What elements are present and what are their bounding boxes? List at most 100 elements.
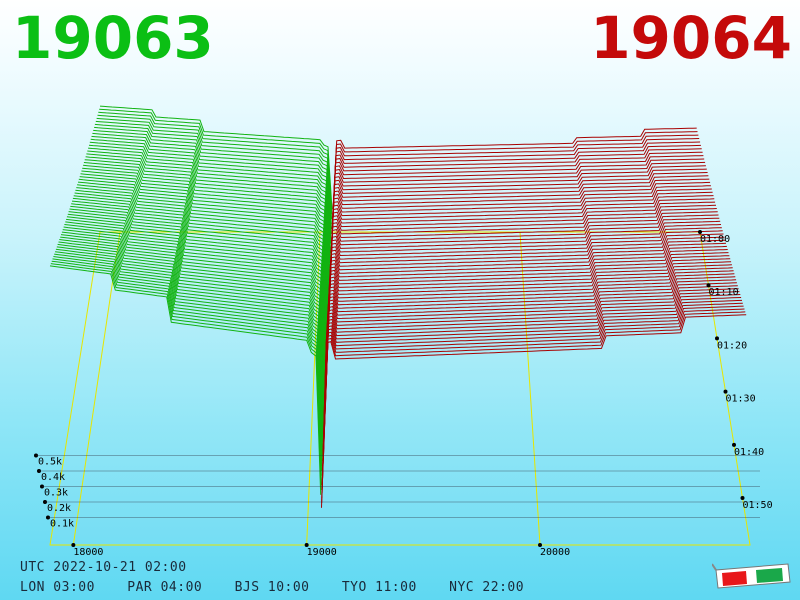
ask-depth-line xyxy=(321,299,743,484)
x-tick-label: 20000 xyxy=(540,547,570,558)
ask-depth-line xyxy=(322,297,742,479)
ask-depth-line xyxy=(329,175,709,286)
bid-depth-line xyxy=(88,147,330,278)
bid-depth-line xyxy=(70,205,326,380)
bid-depth-line xyxy=(95,120,332,234)
ask-depth-line xyxy=(326,233,724,375)
bid-depth-line xyxy=(97,114,332,225)
ask-depth-line xyxy=(321,314,747,508)
bid-depth-line xyxy=(83,164,329,308)
ask-depth-line xyxy=(330,165,706,271)
ask-depth-line xyxy=(331,144,701,241)
ask-depth-line xyxy=(328,191,713,311)
ask-depth-line xyxy=(327,208,717,336)
bid-depth-line xyxy=(90,138,331,264)
bid-depth-line xyxy=(57,243,323,452)
ask-depth-line xyxy=(327,211,718,340)
bid-depth-line xyxy=(62,229,324,424)
bid-depth-line xyxy=(82,167,329,312)
ask-depth-line xyxy=(325,249,728,400)
bid-depth-line xyxy=(59,239,324,443)
time-tick-label: 01:00 xyxy=(700,234,730,245)
ask-depth-line xyxy=(325,236,725,380)
bid-depth-line xyxy=(63,226,325,419)
ask-depth-line xyxy=(326,230,723,370)
bid-depth-line xyxy=(69,208,326,385)
bid-series xyxy=(49,105,333,495)
ask-depth-line xyxy=(328,201,716,326)
bid-depth-line xyxy=(79,176,328,327)
bid-depth-line xyxy=(86,153,330,288)
ask-depth-line xyxy=(329,172,708,281)
ask-depth-line xyxy=(330,155,704,256)
ask-depth-line xyxy=(321,311,746,503)
bid-depth-line xyxy=(60,236,324,438)
bid-depth-line xyxy=(71,203,326,375)
ask-depth-line xyxy=(326,224,722,360)
ask-depth-line xyxy=(323,276,736,444)
bid-depth-line xyxy=(53,256,322,476)
ask-depth-line xyxy=(331,134,699,226)
bid-depth-line xyxy=(54,253,323,471)
ask-depth-line xyxy=(321,305,744,494)
time-tick-mark xyxy=(723,389,728,394)
ask-depth-line xyxy=(331,138,700,231)
time-tick-label: 01:30 xyxy=(726,394,756,405)
y-tick-label: 0.4k xyxy=(41,472,65,483)
ask-depth-line xyxy=(327,217,720,350)
bid-depth-line xyxy=(74,192,327,356)
ask-depth-line xyxy=(332,127,697,216)
x-tick-mark xyxy=(538,543,542,547)
ask-depth-line xyxy=(325,242,727,390)
y-tick-label: 0.5k xyxy=(38,457,62,468)
ask-depth-line xyxy=(326,227,722,365)
ask-price: 19064 xyxy=(590,4,792,72)
bid-depth-line xyxy=(75,189,327,351)
bid-depth-line xyxy=(65,221,325,409)
bid-depth-line xyxy=(51,260,322,486)
time-tick-label: 01:20 xyxy=(717,340,747,351)
bid-depth-line xyxy=(58,241,324,448)
ask-series xyxy=(321,127,747,508)
ask-depth-line xyxy=(331,141,701,236)
bid-depth-line xyxy=(99,108,333,215)
bid-depth-line xyxy=(94,123,332,239)
ask-depth-line xyxy=(323,282,737,454)
time-tick-label: 01:10 xyxy=(709,287,739,298)
time-tick-label: 01:50 xyxy=(743,500,773,511)
x-tick-mark xyxy=(304,543,309,547)
bid-depth-line xyxy=(67,213,326,395)
bid-depth-line xyxy=(61,231,324,428)
ask-depth-line xyxy=(330,161,706,266)
bid-depth-line xyxy=(66,216,325,399)
ask-depth-line xyxy=(322,291,740,469)
ask-depth-line xyxy=(329,178,710,291)
x-axis: 18000 19000 20000 xyxy=(71,543,570,558)
clock-newyork: NYC 22:00 xyxy=(449,580,525,595)
ask-depth-line xyxy=(330,158,705,261)
3d-glasses-icon[interactable] xyxy=(712,560,792,590)
depth-chart: 18000 19000 20000 0.1k 0.2k 0.3k 0.4k 0.5k 01:… xyxy=(34,105,773,558)
bid-depth-line xyxy=(56,246,323,457)
x-tick-label: 18000 xyxy=(73,547,103,558)
clock-tokyo: TYO 11:00 xyxy=(341,580,417,595)
time-axis: 01:00 01:10 01:20 01:30 01:40 01:50 xyxy=(698,230,773,511)
floor-gridline xyxy=(519,231,541,546)
bid-depth-line xyxy=(71,200,327,371)
ask-depth-line xyxy=(329,185,711,301)
ask-depth-line xyxy=(322,285,738,459)
ask-depth-line xyxy=(321,302,743,489)
bid-depth-line xyxy=(91,135,331,259)
bid-depth-line xyxy=(87,150,330,283)
bid-depth-line xyxy=(60,234,324,433)
bid-depth-line xyxy=(64,224,325,414)
ask-depth-line xyxy=(324,258,731,415)
ask-depth-line xyxy=(322,294,741,474)
floor-gridline xyxy=(72,231,121,546)
y-tick-label: 0.2k xyxy=(47,503,71,514)
ask-depth-line xyxy=(328,198,715,321)
x-tick-label: 19000 xyxy=(307,547,337,558)
ask-depth-line xyxy=(323,273,735,439)
bid-depth-line xyxy=(99,105,333,210)
y-axis: 0.1k 0.2k 0.3k 0.4k 0.5k xyxy=(34,453,760,530)
